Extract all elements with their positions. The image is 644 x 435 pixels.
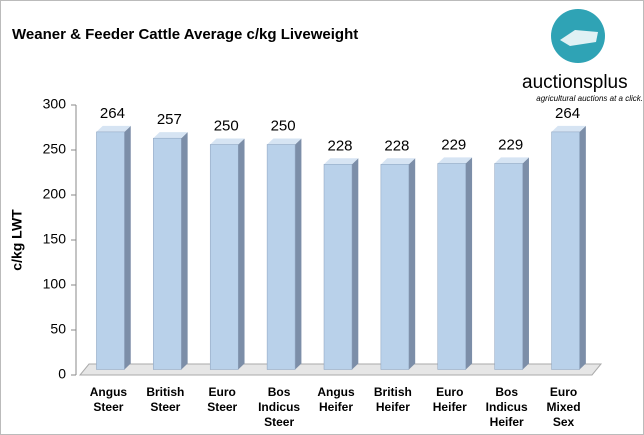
x-tick-label: Angus Heifer (317, 385, 355, 414)
bar-front (494, 163, 523, 370)
y-tick-label: 250 (43, 141, 67, 157)
x-tick-label: Angus Steer (90, 385, 128, 414)
bar (323, 158, 359, 370)
bar-side (352, 158, 359, 370)
value-label: 250 (271, 117, 296, 134)
x-tick-label: British Heifer (374, 385, 412, 414)
value-label: 257 (157, 111, 182, 128)
logo-icon-detail (560, 30, 598, 46)
bar-top (324, 158, 359, 165)
value-label: 229 (498, 136, 523, 153)
y-axis-label: c/kg LWT (9, 209, 25, 271)
y-tick-label: 300 (43, 96, 67, 112)
bar (494, 157, 529, 370)
x-tick-label: Euro Mixed Sex (547, 385, 581, 429)
bar-top (437, 157, 473, 164)
bar-front (380, 164, 410, 370)
x-tick-label: Euro Steer (207, 385, 237, 414)
bar-front (551, 131, 580, 370)
bar-side (181, 132, 188, 370)
logo: auctionsplus agricultural auctions at a … (522, 9, 643, 103)
value-label: 250 (214, 117, 239, 134)
bar-top (96, 125, 131, 132)
logo-tagline: agricultural auctions at a click. (536, 94, 643, 103)
bar (437, 157, 473, 370)
bar-top (210, 138, 245, 145)
bar-front (437, 163, 467, 370)
y-tick-label: 150 (43, 231, 67, 247)
y-tick-label: 0 (58, 366, 66, 382)
bar-side (238, 138, 245, 370)
value-label: 264 (555, 105, 580, 122)
bar-front (266, 144, 296, 370)
bar-side (465, 157, 473, 370)
chart-title: Weaner & Feeder Cattle Average c/kg Live… (12, 26, 358, 43)
y-tick-label: 50 (50, 321, 66, 337)
bar-front (153, 137, 182, 370)
bar-side (408, 158, 416, 370)
bar (209, 138, 245, 370)
x-tick-label: Euro Heifer (433, 385, 467, 414)
bar-top (551, 125, 586, 132)
bar (551, 125, 586, 370)
x-tick-label: Bos Indicus Heifer (486, 385, 528, 429)
bar-top (267, 138, 302, 145)
value-label: 264 (100, 105, 125, 122)
x-tick-label: Bos Indicus Steer (258, 385, 300, 429)
bar (380, 158, 416, 370)
bar-top (380, 158, 416, 165)
x-tick-label: British Steer (146, 385, 184, 414)
bar-top (153, 132, 188, 139)
logo-name: auctionsplus (522, 72, 628, 93)
value-label: 228 (384, 137, 409, 154)
bar-top (494, 157, 529, 164)
bar-front (209, 144, 239, 370)
bar-side (124, 125, 131, 370)
bar (153, 132, 188, 370)
bar-side (522, 157, 529, 370)
y-tick-label: 200 (43, 186, 67, 202)
bar-front (323, 164, 353, 370)
bar-side (579, 125, 586, 370)
bar (96, 125, 131, 370)
value-label: 229 (441, 136, 466, 153)
bar-side (295, 138, 302, 370)
bar-front (96, 131, 125, 370)
value-label: 228 (327, 137, 352, 154)
y-tick-label: 100 (43, 276, 67, 292)
bar (266, 138, 302, 370)
